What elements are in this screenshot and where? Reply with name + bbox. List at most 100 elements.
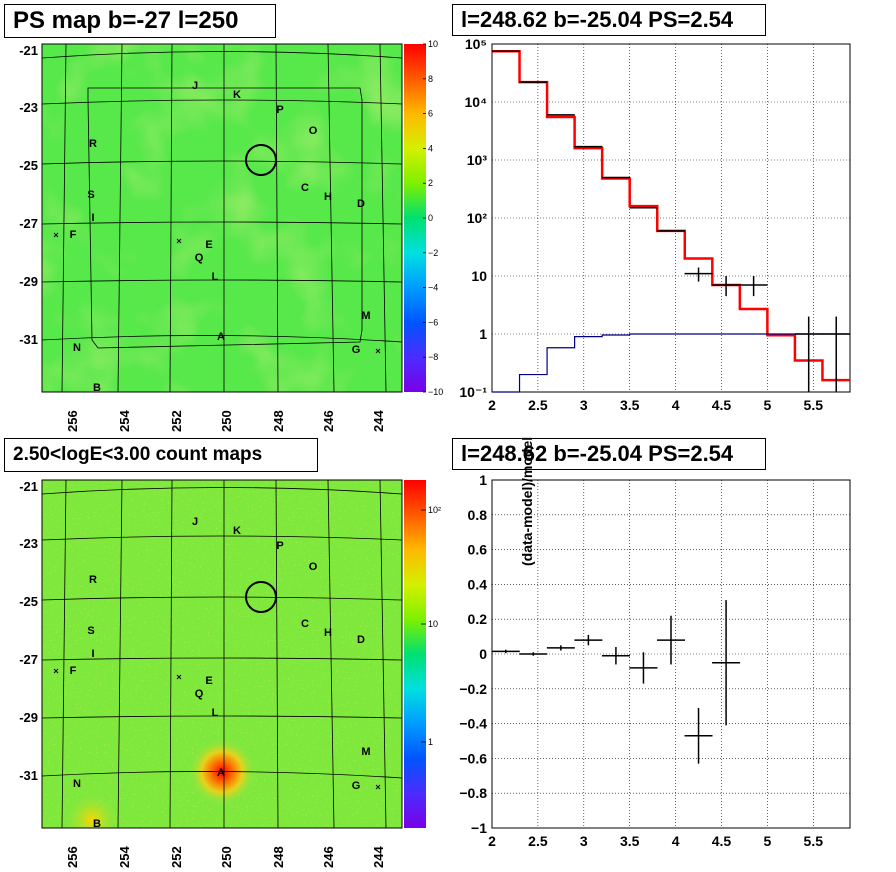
colorbar-tick-label: 1 xyxy=(428,737,433,747)
colorbar-bottom xyxy=(404,480,426,828)
spectrum-x-tick-label: 4 xyxy=(672,397,680,413)
source-label: C xyxy=(301,182,309,194)
residual-x-tick-label: 3.5 xyxy=(620,833,640,849)
colorbar-tick-label: 6 xyxy=(428,109,433,119)
map-y-tick-label: -29 xyxy=(19,710,38,725)
spectrum-x-tick-label: 5 xyxy=(763,397,771,413)
residual-y-tick-label: 0.8 xyxy=(468,507,488,523)
source-label: F xyxy=(70,229,77,241)
source-label: I xyxy=(91,648,94,660)
map-bottom-title: 2.50<logE<3.00 count maps xyxy=(4,438,318,472)
map-x-tick-label: 254 xyxy=(117,410,132,432)
source-label: S xyxy=(87,625,94,637)
source-label: R xyxy=(89,574,97,586)
residual-x-tick-label: 3 xyxy=(580,833,588,849)
residual-y-tick-label: 0.4 xyxy=(468,576,488,592)
source-label: G xyxy=(352,780,361,792)
source-label: M xyxy=(361,310,370,322)
source-label: Q xyxy=(195,252,204,264)
source-label: D xyxy=(357,634,365,646)
colorbar-tick-label: 2 xyxy=(428,178,433,188)
residual-x-tick-label: 4.5 xyxy=(712,833,732,849)
source-label: Q xyxy=(195,688,204,700)
source-label: I xyxy=(91,212,94,224)
source-label: A xyxy=(217,767,225,779)
source-label: H xyxy=(324,191,332,203)
map-y-tick-label: -27 xyxy=(19,652,38,667)
map-x-tick-label: 244 xyxy=(371,410,386,432)
source-label: P xyxy=(276,540,283,552)
spectrum-model-line xyxy=(492,334,850,392)
spectrum-y-tick-label: 10³ xyxy=(467,152,488,168)
spectrum-x-tick-label: 3.5 xyxy=(620,397,640,413)
map-x-tick-label: 256 xyxy=(65,410,80,432)
residual-y-tick-label: 0 xyxy=(479,646,487,662)
spectrum-y-tick-label: 10⁻¹ xyxy=(459,384,487,400)
coordinate-grid xyxy=(42,44,402,392)
map-top-title: PS map b=-27 l=250 xyxy=(4,4,276,38)
residual-title: l=248.62 b=-25.04 PS=2.54 xyxy=(452,438,766,470)
map-x-tick-label: 252 xyxy=(169,410,184,432)
ps-map-background xyxy=(42,44,402,392)
map-y-tick-label: -21 xyxy=(19,43,38,58)
source-label: N xyxy=(73,778,81,790)
source-label: D xyxy=(357,198,365,210)
residual-y-tick-label: −0.2 xyxy=(459,681,487,697)
residual-x-tick-label: 5 xyxy=(763,833,771,849)
colorbar-tick-label: 8 xyxy=(428,74,433,84)
map-x-tick-label: 244 xyxy=(371,846,386,868)
source-label: G xyxy=(352,344,361,356)
map-y-tick-label: -27 xyxy=(19,216,38,231)
spectrum-x-tick-label: 5.5 xyxy=(804,397,824,413)
source-label: H xyxy=(324,627,332,639)
source-label: L xyxy=(212,271,219,283)
map-x-tick-label: 256 xyxy=(65,846,80,868)
map-y-tick-label: -25 xyxy=(19,158,38,173)
colorbar-tick-label: −2 xyxy=(428,248,438,258)
spectrum-y-tick-label: 10⁵ xyxy=(465,36,487,52)
source-label: O xyxy=(309,561,318,573)
residual-y-tick-label: −0.6 xyxy=(459,750,487,766)
source-label: N xyxy=(73,342,81,354)
source-label: E xyxy=(205,239,212,251)
source-label: P xyxy=(276,104,283,116)
colorbar-tick-label: 0 xyxy=(428,213,433,223)
map-x-tick-label: 246 xyxy=(321,846,336,868)
colorbar-tick-label: −10 xyxy=(428,387,443,397)
source-label: K xyxy=(233,525,241,537)
spectrum-y-tick-label: 10² xyxy=(467,210,488,226)
map-x-tick-label: 250 xyxy=(219,410,234,432)
residual-x-tick-label: 4 xyxy=(672,833,680,849)
source-label: S xyxy=(87,189,94,201)
source-label: B xyxy=(93,382,101,394)
source-label: E xyxy=(205,675,212,687)
spectrum-x-tick-label: 2.5 xyxy=(528,397,548,413)
residual-y-tick-label: −0.8 xyxy=(459,785,487,801)
map-x-tick-label: 246 xyxy=(321,410,336,432)
source-label: R xyxy=(89,138,97,150)
residual-y-tick-label: −0.4 xyxy=(459,716,487,732)
colorbar-tick-label: 10 xyxy=(428,619,438,629)
map-y-tick-label: -29 xyxy=(19,274,38,289)
source-label: J xyxy=(192,516,198,528)
map-y-tick-label: -23 xyxy=(19,536,38,551)
spectrum-plot-area xyxy=(492,44,850,392)
map-x-tick-label: 254 xyxy=(117,846,132,868)
map-y-tick-label: -23 xyxy=(19,100,38,115)
ps-map-panel: 1086420−2−4−6−8−10 10²101 -21-23-25-27-2… xyxy=(0,0,896,872)
colorbar-tick-label: 4 xyxy=(428,143,433,153)
colorbar-tick-label: −6 xyxy=(428,317,438,327)
colorbar-tick-label: −4 xyxy=(428,283,438,293)
colorbar-tick-label: 10 xyxy=(428,39,438,49)
source-label: F xyxy=(70,665,77,677)
spectrum-x-tick-label: 2 xyxy=(488,397,496,413)
source-label: C xyxy=(301,618,309,630)
map-x-tick-label: 248 xyxy=(271,846,286,868)
source-label: B xyxy=(93,818,101,830)
source-label: L xyxy=(212,707,219,719)
residual-x-tick-label: 2 xyxy=(488,833,496,849)
spectrum-y-tick-label: 1 xyxy=(479,326,487,342)
count-map-background xyxy=(42,480,402,828)
roi-circle xyxy=(246,145,276,175)
source-label: O xyxy=(309,125,318,137)
